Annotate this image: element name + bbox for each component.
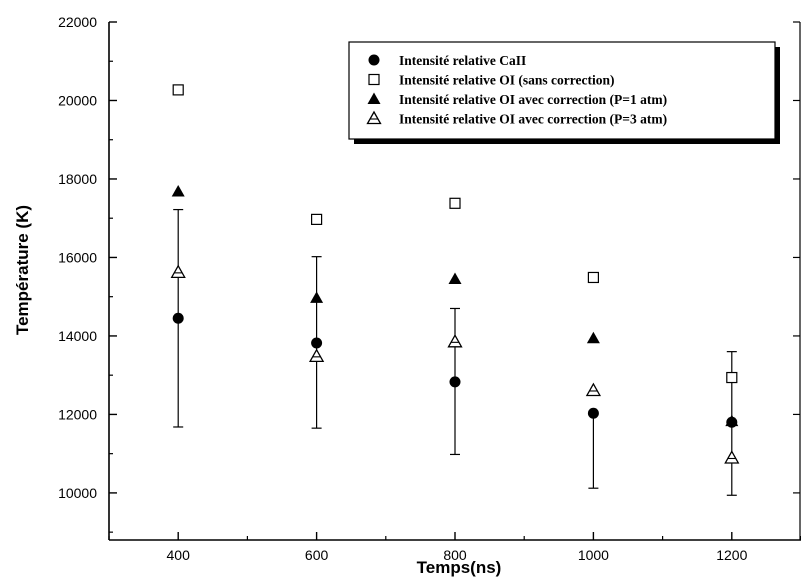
data-point-series-2 bbox=[311, 213, 323, 225]
legend-box bbox=[348, 41, 776, 140]
y-tick-label: 18000 bbox=[58, 171, 97, 187]
legend-marker-1 bbox=[368, 54, 380, 66]
legend-label-2: Intensité relative OI (sans correction) bbox=[399, 73, 614, 88]
data-markers bbox=[170, 84, 740, 464]
y-tick-label: 14000 bbox=[58, 328, 97, 344]
data-point-series-4 bbox=[170, 264, 186, 279]
data-point-series-2 bbox=[726, 371, 738, 384]
legend: Intensité relative CaII Intensité relativ… bbox=[348, 41, 780, 144]
y-tick-label: 20000 bbox=[58, 92, 97, 108]
data-point-series-1 bbox=[587, 407, 599, 419]
legend-marker-3 bbox=[367, 92, 381, 104]
x-tick-label: 1200 bbox=[716, 547, 747, 563]
data-point-series-2 bbox=[587, 271, 600, 284]
data-point-series-3 bbox=[171, 185, 185, 197]
error-bars bbox=[173, 208, 737, 496]
axes: 400 600 800 1000 1200 10000 12000 14000 16000 180… bbox=[58, 14, 801, 563]
y-tick-label: 16000 bbox=[58, 249, 97, 265]
data-point-series-1 bbox=[726, 416, 738, 428]
y-axis-label: Température (K) bbox=[13, 205, 32, 335]
legend-marker-2 bbox=[368, 73, 380, 86]
data-point-series-1 bbox=[311, 337, 323, 349]
x-tick-label: 400 bbox=[167, 547, 191, 563]
data-point-series-4 bbox=[585, 382, 602, 397]
y-tick-label: 22000 bbox=[58, 14, 97, 30]
data-point-series-3 bbox=[310, 291, 324, 303]
data-point-series-4 bbox=[447, 334, 463, 348]
legend-label-3: Intensité relative OI avec correction (P… bbox=[399, 92, 667, 107]
x-tick-label: 1000 bbox=[578, 547, 609, 563]
data-point-series-1 bbox=[449, 376, 461, 388]
x-axis-label: Temps(ns) bbox=[417, 558, 502, 577]
y-tick-label: 10000 bbox=[58, 485, 97, 501]
data-point-series-3 bbox=[586, 331, 600, 344]
legend-marker-4 bbox=[366, 110, 382, 125]
data-point-series-1 bbox=[172, 312, 184, 324]
data-point-series-2 bbox=[172, 84, 184, 96]
data-point-series-4 bbox=[308, 348, 325, 362]
x-tick-label: 600 bbox=[305, 547, 329, 563]
data-point-series-4 bbox=[724, 450, 740, 464]
data-point-series-2 bbox=[449, 197, 461, 209]
y-tick-label: 12000 bbox=[58, 406, 97, 422]
legend-label-1: Intensité relative CaII bbox=[399, 53, 526, 68]
x-tick-label: 800 bbox=[443, 547, 467, 563]
legend-label-4: Intensité relative OI avec correction (P… bbox=[399, 112, 667, 127]
data-point-series-3 bbox=[448, 272, 462, 285]
